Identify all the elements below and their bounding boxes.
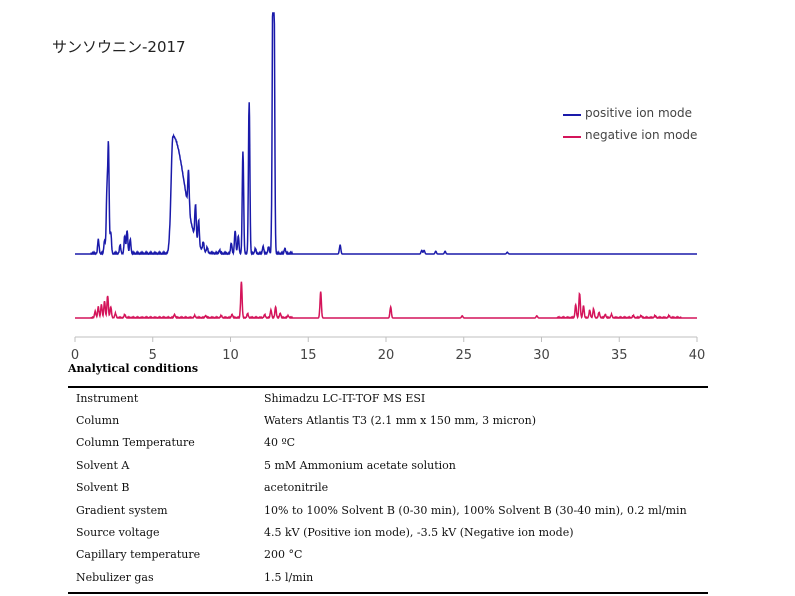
row-value: 10% to 100% Solvent B (0-30 min), 100% S…	[264, 503, 687, 517]
table-top-rule	[68, 386, 708, 388]
x-tick-label: 30	[533, 348, 550, 363]
x-tick-label: 5	[149, 348, 157, 363]
x-tick-label: 25	[455, 348, 472, 363]
table-row: Solvent A 5 mM Ammonium acetate solution	[68, 454, 708, 476]
x-tick-label: 40	[689, 348, 706, 363]
legend-negative-label: negative ion mode	[585, 128, 698, 142]
row-label: Column Temperature	[76, 436, 195, 450]
row-value: Shimadzu LC-IT-TOF MS ESI	[264, 391, 426, 405]
x-tick-label: 20	[378, 348, 395, 363]
table-row: Source voltage 4.5 kV (Positive ion mode)…	[68, 521, 708, 543]
row-label: Capillary temperature	[76, 548, 201, 562]
x-tick-label: 15	[300, 348, 317, 363]
row-value: 1.5 l/min	[264, 570, 314, 584]
section-heading: Analytical conditions	[68, 362, 199, 375]
row-label: Solvent B	[76, 481, 130, 495]
chart-title: サンソウニン-2017	[52, 38, 186, 56]
legend-negative: negative ion mode	[563, 128, 723, 146]
row-value: 40 ºC	[264, 436, 296, 450]
table-row: Instrument Shimadzu LC-IT-TOF MS ESI	[68, 387, 708, 409]
row-value: acetonitrile	[264, 481, 329, 495]
x-tick-label: 10	[222, 348, 239, 363]
legend-negative-swatch	[563, 136, 581, 138]
row-value: 4.5 kV (Positive ion mode), -3.5 kV (Neg…	[264, 526, 574, 540]
table-row: Column Waters Atlantis T3 (2.1 mm x 150 m…	[68, 409, 708, 431]
row-label: Gradient system	[76, 503, 168, 517]
row-value: 5 mM Ammonium acetate solution	[264, 458, 456, 472]
table-bottom-rule	[68, 592, 708, 594]
legend-positive-swatch	[563, 114, 581, 116]
table-row: Capillary temperature 200 °C	[68, 544, 708, 566]
row-label: Instrument	[76, 391, 139, 405]
series-line-negative	[75, 281, 697, 320]
table-row: Gradient system 10% to 100% Solvent B (0-…	[68, 499, 708, 521]
row-label: Column	[76, 414, 120, 428]
chromatogram-chart: 0 5 10 15 20 25 30 35 40	[71, 12, 706, 363]
row-value: 200 °C	[264, 548, 303, 562]
row-value: Waters Atlantis T3 (2.1 mm x 150 mm, 3 m…	[264, 414, 537, 428]
table-row: Solvent B acetonitrile	[68, 477, 708, 499]
series-line-positive	[75, 12, 697, 256]
conditions-table: Instrument Shimadzu LC-IT-TOF MS ESI Colum…	[68, 387, 708, 589]
legend-positive-label: positive ion mode	[585, 106, 693, 120]
x-tick-label: 35	[611, 348, 628, 363]
table-row: Nebulizer gas 1.5 l/min	[68, 566, 708, 588]
table-row: Column Temperature 40 ºC	[68, 432, 708, 454]
row-label: Nebulizer gas	[76, 570, 154, 584]
legend-positive: positive ion mode	[563, 106, 723, 124]
row-label: Solvent A	[76, 458, 130, 472]
x-tick-label: 0	[71, 348, 79, 363]
row-label: Source voltage	[76, 526, 160, 540]
